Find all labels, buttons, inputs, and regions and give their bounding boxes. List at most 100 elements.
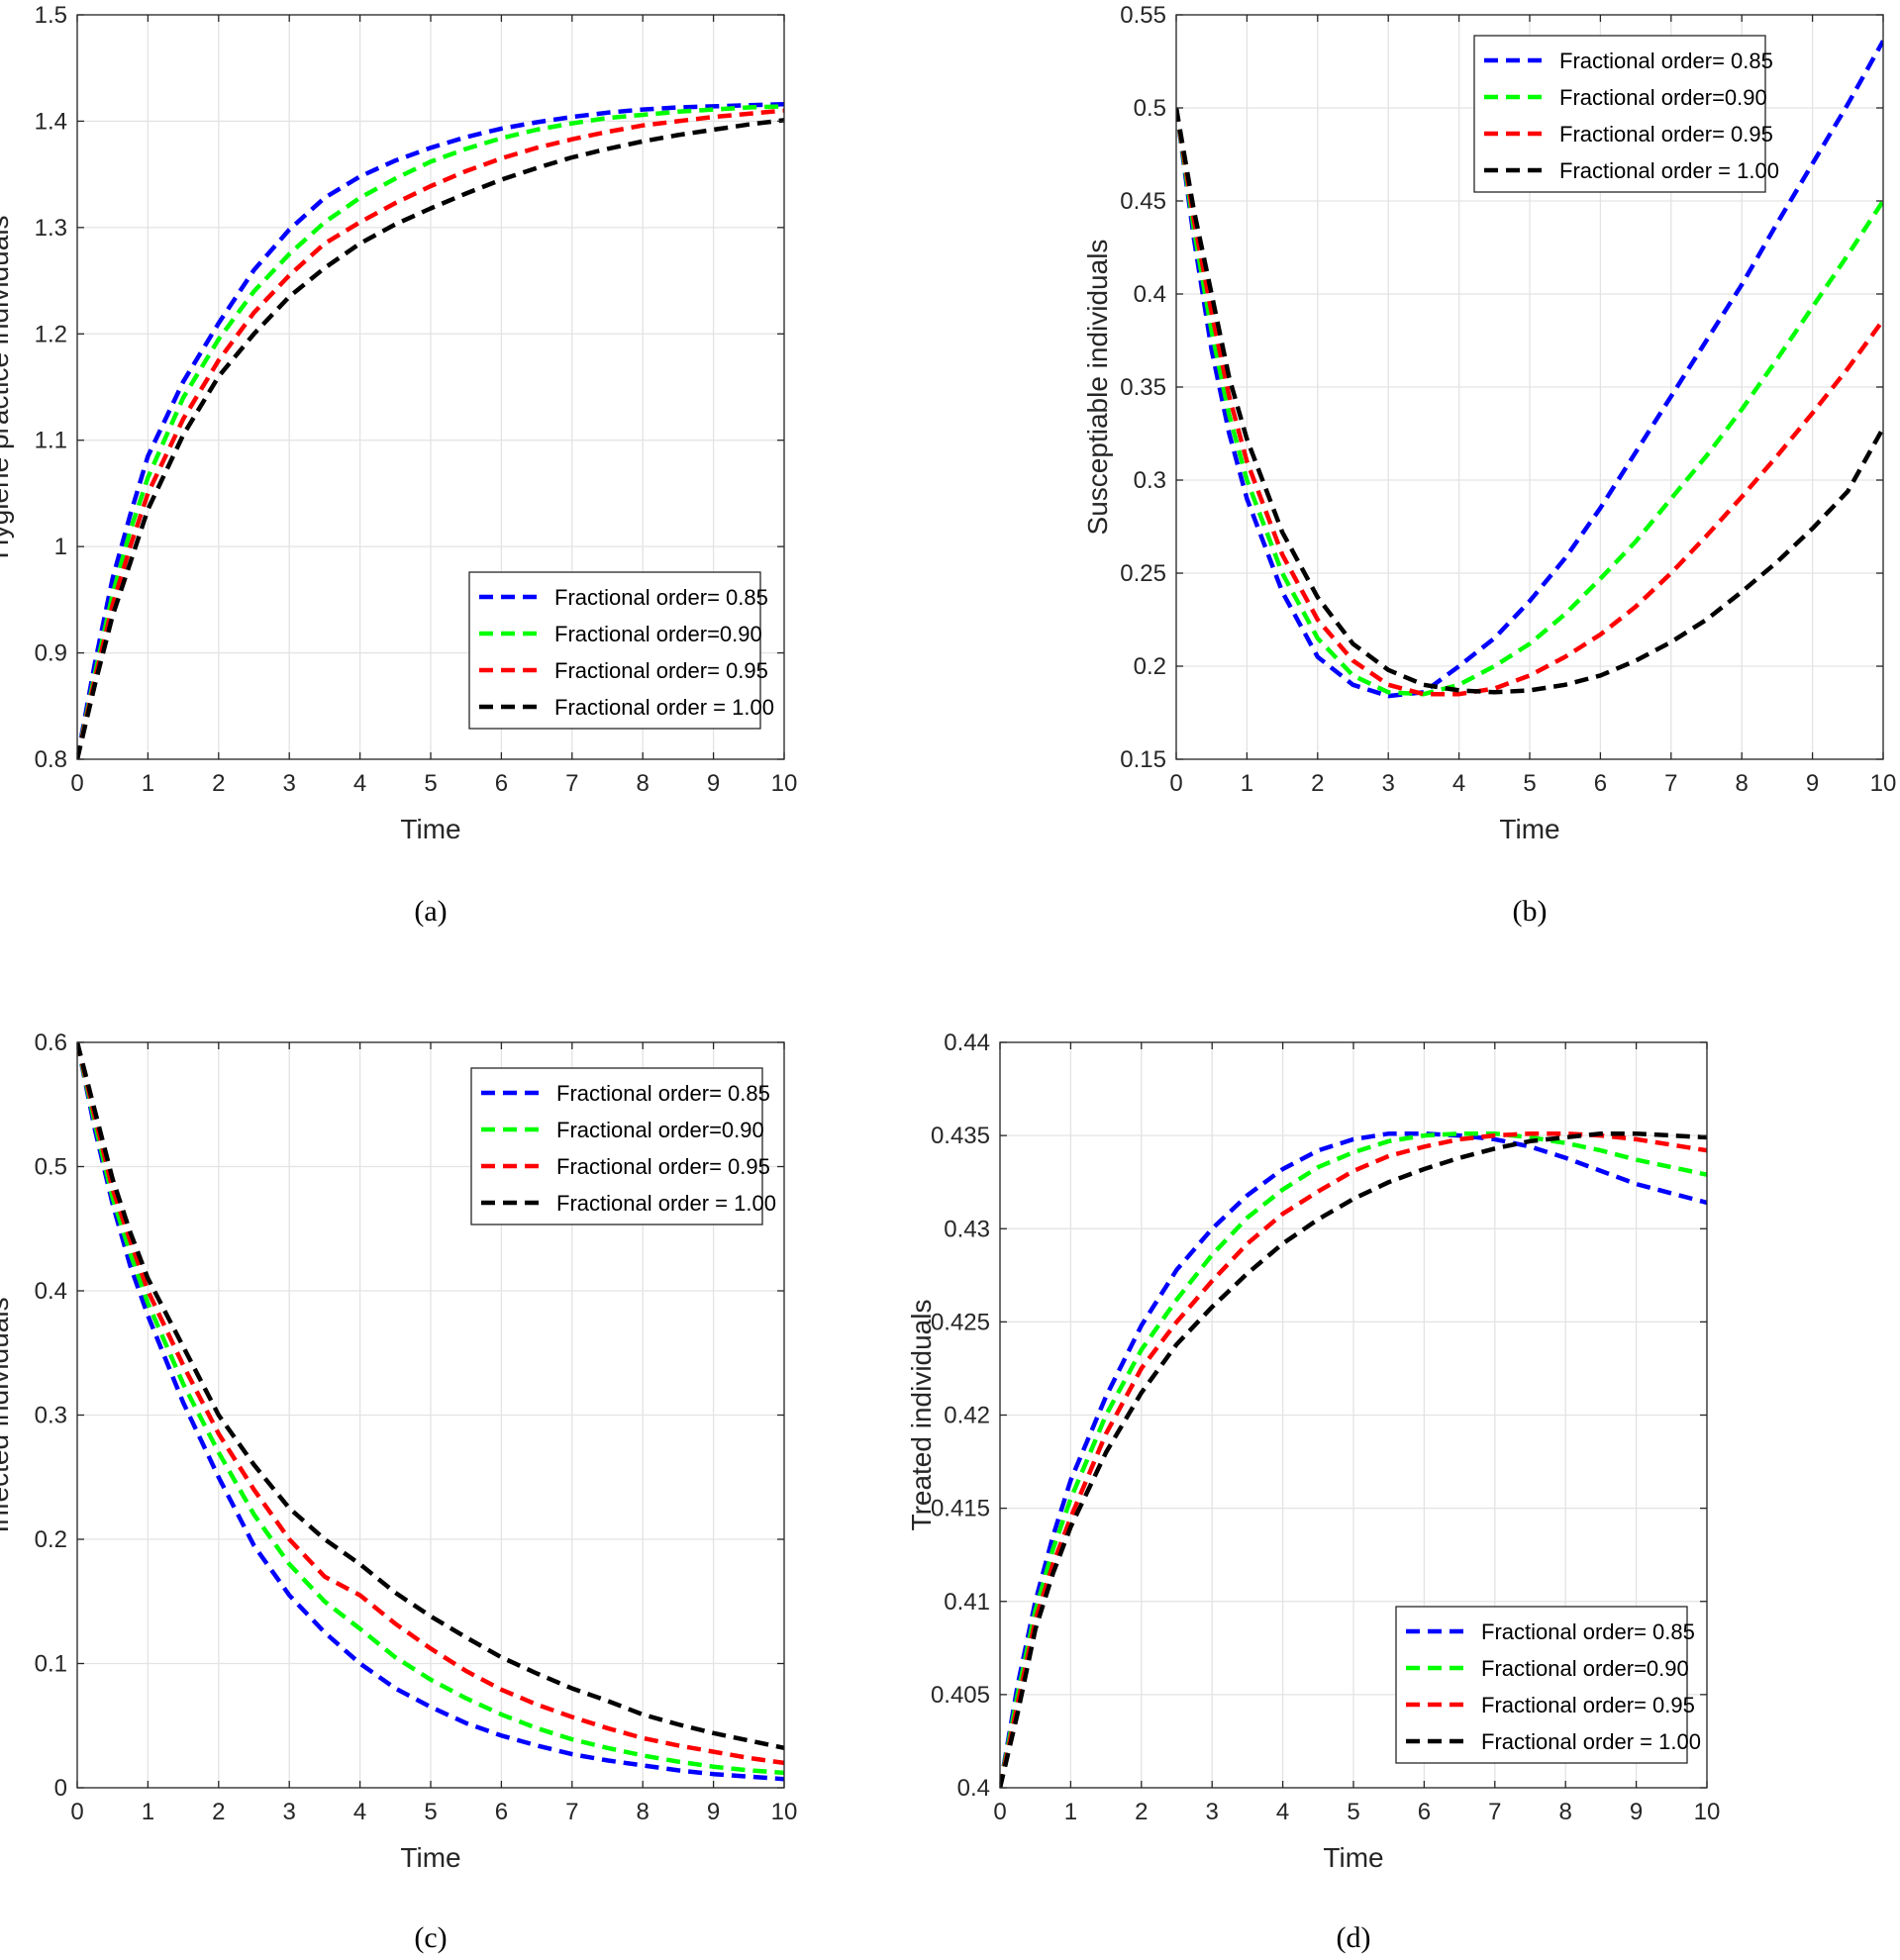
legend-label-1: Fractional order= 0.85 xyxy=(556,1081,770,1106)
panel-caption: (a) xyxy=(414,895,447,928)
x-tick-label: 1 xyxy=(1241,770,1253,797)
series-line-3 xyxy=(77,108,784,759)
y-tick-label: 0.41 xyxy=(944,1589,990,1616)
legend-box xyxy=(470,1067,763,1225)
panel-caption: (b) xyxy=(1513,895,1548,928)
x-tick-label: 0 xyxy=(1169,770,1182,797)
y-tick-label: 0.425 xyxy=(931,1309,990,1335)
legend: Fractional order= 0.85 Fractional order=0… xyxy=(468,571,774,730)
legend-label-2: Fractional order=0.90 xyxy=(1559,85,1767,110)
y-tick-label: 0.8 xyxy=(35,746,67,773)
series-line-1 xyxy=(1000,1130,1707,1788)
x-tick-label: 9 xyxy=(707,1799,720,1825)
y-tick-label: 0.3 xyxy=(1134,467,1166,494)
series-group xyxy=(1000,1130,1707,1788)
y-tick-label: 0.415 xyxy=(931,1496,990,1522)
legend-label-1: Fractional order= 0.85 xyxy=(1481,1619,1695,1644)
x-tick-label: 6 xyxy=(1418,1799,1431,1825)
legend-label-3: Fractional order= 0.95 xyxy=(554,658,768,683)
legend-box xyxy=(468,571,761,730)
y-tick-label: 0.3 xyxy=(35,1403,67,1429)
x-tick-label: 10 xyxy=(771,1799,798,1825)
legend-label-4: Fractional order = 1.00 xyxy=(1559,158,1779,183)
x-tick-label: 10 xyxy=(1870,770,1897,797)
y-tick-label: 0.43 xyxy=(944,1216,990,1242)
series-line-4 xyxy=(77,1042,784,1751)
legend-label-1: Fractional order= 0.85 xyxy=(1559,49,1773,73)
y-tick-label: 0.15 xyxy=(1120,746,1166,773)
series-group xyxy=(77,101,784,759)
legend-box xyxy=(1473,35,1766,193)
series-line-1 xyxy=(1176,40,1883,699)
x-tick-label: 4 xyxy=(353,1799,366,1825)
x-axis-label: Time xyxy=(400,1842,460,1873)
series-line-2 xyxy=(77,104,784,759)
x-tick-label: 2 xyxy=(1311,770,1324,797)
x-tick-label: 8 xyxy=(1559,1799,1572,1825)
y-tick-label: 0.5 xyxy=(1134,95,1166,122)
x-tick-label: 0 xyxy=(993,1799,1006,1825)
x-tick-label: 4 xyxy=(353,770,366,797)
chart-panel-b: 0 1 2 3 4 5 6 7 8 9 10 0.15 0.2 0.25 0.3 0.35 0.4 0.45 0.5… xyxy=(1082,2,1896,928)
legend-label-1: Fractional order= 0.85 xyxy=(554,585,768,610)
series-line-2 xyxy=(1000,1130,1707,1788)
panel-caption: (d) xyxy=(1337,1921,1371,1954)
y-axis-label: Susceptiable individuals xyxy=(1082,240,1113,536)
y-axis-label: Hygiene practice individuals xyxy=(0,215,14,558)
x-tick-label: 9 xyxy=(1806,770,1819,797)
y-tick-label: 0.435 xyxy=(931,1123,990,1149)
y-tick-label: 0.5 xyxy=(35,1154,67,1181)
x-axis-label: Time xyxy=(1499,814,1559,844)
x-tick-label: 5 xyxy=(1523,770,1536,797)
x-tick-label: 9 xyxy=(707,770,720,797)
y-tick-label: 0.25 xyxy=(1120,560,1166,587)
legend-label-3: Fractional order= 0.95 xyxy=(1481,1693,1695,1717)
legend-label-4: Fractional order = 1.00 xyxy=(556,1191,776,1216)
series-line-3 xyxy=(1176,107,1883,697)
x-tick-label: 1 xyxy=(142,1799,154,1825)
y-axis-label: Infected individuals xyxy=(0,1297,14,1532)
x-tick-label: 6 xyxy=(1594,770,1607,797)
y-tick-label: 0.45 xyxy=(1120,188,1166,215)
y-tick-label: 1.4 xyxy=(35,108,67,135)
x-tick-label: 3 xyxy=(283,1799,296,1825)
y-tick-label: 1.2 xyxy=(35,321,67,347)
y-tick-label: 1 xyxy=(54,534,67,560)
x-tick-label: 5 xyxy=(424,1799,437,1825)
y-tick-label: 1.3 xyxy=(35,215,67,242)
x-tick-label: 5 xyxy=(424,770,437,797)
x-tick-label: 2 xyxy=(212,1799,225,1825)
chart-panel-c: 0 1 2 3 4 5 6 7 8 9 10 0 0.1 0.2 0.3 0.4 0.5 0.6 Time Infec… xyxy=(0,1029,797,1954)
x-axis-label: Time xyxy=(400,814,460,844)
y-axis-label: Treated individuals xyxy=(906,1300,937,1531)
series-line-4 xyxy=(77,118,784,759)
y-tick-label: 0.1 xyxy=(35,1651,67,1678)
x-tick-label: 8 xyxy=(637,1799,650,1825)
legend-box xyxy=(1395,1606,1688,1764)
series-line-2 xyxy=(1176,107,1883,697)
y-tick-label: 0.55 xyxy=(1120,2,1166,29)
x-tick-label: 4 xyxy=(1452,770,1465,797)
legend: Fractional order= 0.85 Fractional order=0… xyxy=(1395,1606,1701,1764)
x-tick-label: 1 xyxy=(1064,1799,1077,1825)
x-tick-label: 10 xyxy=(1694,1799,1721,1825)
x-tick-label: 7 xyxy=(1664,770,1677,797)
y-tick-label: 0.44 xyxy=(944,1029,990,1056)
chart-panel-a: 0 1 2 3 4 5 6 7 8 9 10 0.8 0.9 1 1.1 1.2 1.3 1.4 1.5 Time Hy… xyxy=(0,2,797,928)
legend-label-2: Fractional order=0.90 xyxy=(554,622,762,646)
y-tick-label: 0.35 xyxy=(1120,374,1166,401)
x-tick-label: 6 xyxy=(495,1799,508,1825)
x-tick-label: 8 xyxy=(1736,770,1749,797)
series-group xyxy=(1176,40,1883,699)
series-line-4 xyxy=(1176,107,1883,695)
x-tick-label: 6 xyxy=(495,770,508,797)
y-tick-label: 0.4 xyxy=(1134,281,1166,308)
y-tick-label: 0.405 xyxy=(931,1682,990,1709)
x-tick-label: 3 xyxy=(1206,1799,1219,1825)
x-tick-label: 3 xyxy=(283,770,296,797)
legend-label-4: Fractional order = 1.00 xyxy=(554,695,774,720)
x-tick-label: 2 xyxy=(212,770,225,797)
x-tick-label: 0 xyxy=(70,1799,83,1825)
y-tick-label: 0 xyxy=(54,1775,67,1802)
